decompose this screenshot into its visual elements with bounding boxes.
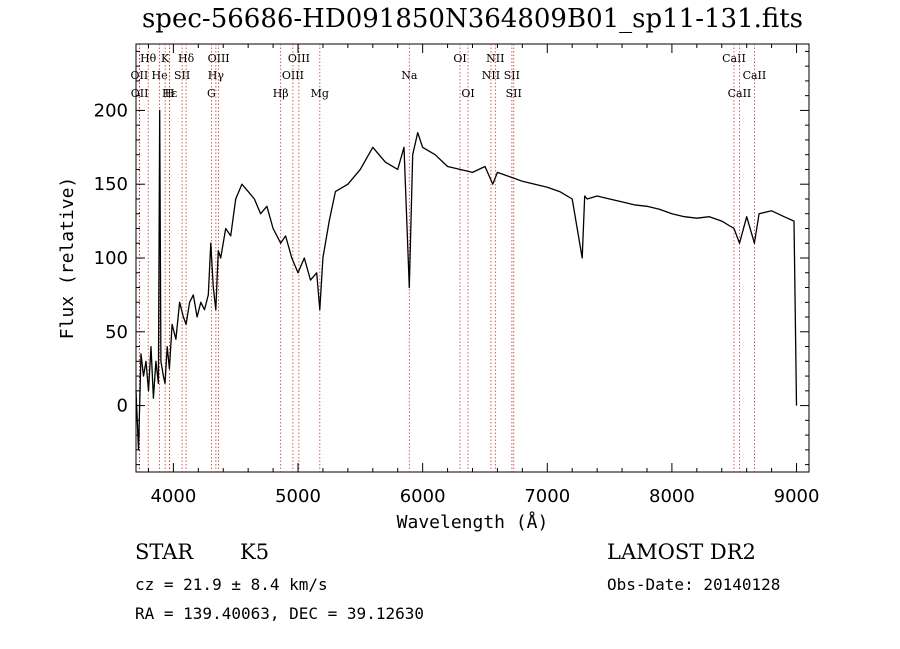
- y-tick-label: 0: [117, 396, 128, 417]
- line-id-label: Mg: [311, 87, 329, 100]
- spectrum-trace: [136, 110, 797, 450]
- y-tick-label: 200: [94, 100, 128, 121]
- line-id-label: OI: [461, 87, 474, 100]
- line-id-label: SII: [504, 69, 520, 82]
- line-id-label: Hε: [162, 87, 178, 100]
- line-id-label: Hδ: [178, 52, 195, 65]
- line-id-label: CaII: [722, 52, 746, 65]
- x-tick-label: 4000: [150, 486, 196, 507]
- survey-name: LAMOST DR2: [607, 540, 756, 564]
- y-tick-label: 50: [105, 322, 128, 343]
- x-tick-label: 5000: [275, 486, 321, 507]
- line-id-label: Na: [401, 69, 418, 82]
- line-id-label: G: [207, 87, 216, 100]
- line-id-label: SII: [506, 87, 522, 100]
- y-tick-label: 150: [94, 174, 128, 195]
- ra-dec-readout: RA = 139.40063, DEC = 39.12630: [135, 604, 424, 623]
- x-tick-label: 8000: [649, 486, 695, 507]
- redshift-readout: cz = 21.9 ± 8.4 km/s: [135, 575, 328, 594]
- line-id-label: SII: [174, 69, 190, 82]
- spectrum-chart: HθOIIOIIHeKHHεSIIHδGHγOIIIHβOIIIOIIIMgNa…: [0, 0, 900, 560]
- x-tick-label: 7000: [524, 486, 570, 507]
- y-tick-label: 100: [94, 248, 128, 269]
- obs-date: Obs-Date: 20140128: [607, 575, 780, 594]
- line-id-label: Hθ: [140, 52, 157, 65]
- line-id-label: K: [161, 52, 170, 65]
- line-id-label: NII: [486, 52, 504, 65]
- line-id-label: OIII: [288, 52, 310, 65]
- line-id-label: OII: [131, 87, 149, 100]
- x-tick-label: 6000: [400, 486, 446, 507]
- line-id-label: Hγ: [208, 69, 225, 82]
- x-axis-title: Wavelength (Å): [397, 511, 549, 533]
- line-id-label: CaII: [743, 69, 767, 82]
- line-id-label: CaII: [728, 87, 752, 100]
- object-subclass: K5: [240, 540, 269, 564]
- line-id-label: OI: [453, 52, 466, 65]
- line-id-label: NII: [482, 69, 500, 82]
- plot-frame: [136, 44, 809, 472]
- x-tick-label: 9000: [774, 486, 820, 507]
- line-id-label: OIII: [282, 69, 304, 82]
- line-id-label: OIII: [208, 52, 230, 65]
- y-axis-title: Flux (relative): [57, 177, 78, 340]
- object-class: STAR: [135, 540, 193, 564]
- line-id-label: Hβ: [273, 87, 289, 100]
